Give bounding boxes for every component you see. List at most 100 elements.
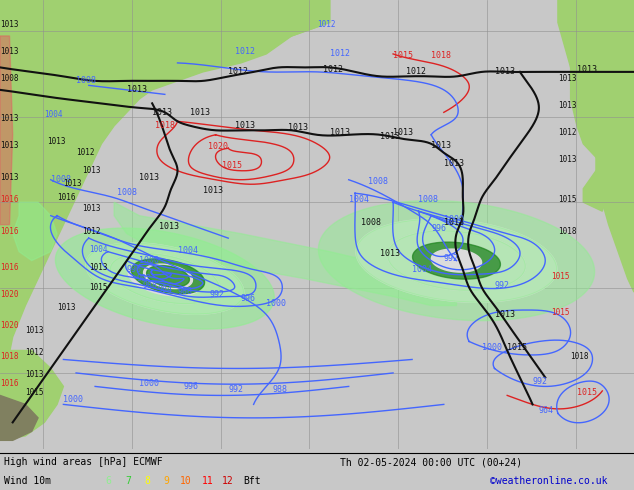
Text: 1015: 1015 — [222, 162, 242, 171]
Text: 1013: 1013 — [152, 108, 172, 117]
Text: 1013: 1013 — [0, 114, 18, 123]
Polygon shape — [387, 231, 526, 291]
Text: 1013: 1013 — [190, 108, 210, 117]
Polygon shape — [596, 0, 634, 292]
Text: 6: 6 — [105, 476, 111, 486]
Text: 1000: 1000 — [139, 379, 160, 389]
Polygon shape — [413, 242, 500, 279]
Text: 964: 964 — [539, 406, 554, 416]
Text: 1012: 1012 — [317, 20, 335, 29]
Text: 1013: 1013 — [0, 20, 18, 29]
Text: 1000: 1000 — [266, 298, 287, 308]
Polygon shape — [318, 200, 595, 320]
Polygon shape — [110, 253, 219, 304]
Text: 10: 10 — [180, 476, 191, 486]
Text: 1013: 1013 — [203, 186, 223, 195]
Text: 1018: 1018 — [431, 51, 451, 60]
Text: 1015: 1015 — [552, 271, 570, 281]
Text: 1013: 1013 — [431, 141, 451, 150]
Text: 996: 996 — [241, 294, 256, 303]
Text: 1015: 1015 — [577, 389, 597, 397]
Text: 1016: 1016 — [0, 195, 18, 204]
Text: 1013: 1013 — [495, 67, 515, 76]
Text: 1008: 1008 — [368, 177, 388, 186]
Text: 992: 992 — [444, 254, 459, 263]
Text: 1013: 1013 — [0, 47, 18, 56]
Text: 1013: 1013 — [393, 128, 413, 137]
Polygon shape — [131, 259, 205, 294]
Text: 1013: 1013 — [0, 141, 18, 150]
Text: 1013: 1013 — [558, 155, 576, 164]
Polygon shape — [143, 264, 193, 289]
Text: 1013: 1013 — [57, 303, 75, 312]
Text: 1012: 1012 — [235, 47, 255, 56]
Text: Bft: Bft — [243, 476, 261, 486]
Text: 1000: 1000 — [444, 216, 464, 224]
Text: 1016: 1016 — [0, 227, 18, 236]
Text: 996: 996 — [431, 224, 446, 233]
Text: 992: 992 — [228, 385, 243, 394]
Text: 1013: 1013 — [139, 173, 160, 182]
Text: 1012: 1012 — [76, 148, 94, 157]
Text: 1020: 1020 — [0, 321, 18, 330]
Text: 1013: 1013 — [558, 74, 576, 83]
Text: 1020: 1020 — [0, 290, 18, 298]
Text: 1000: 1000 — [139, 256, 160, 265]
Text: 1018: 1018 — [0, 352, 18, 362]
Text: 1016: 1016 — [0, 263, 18, 271]
Polygon shape — [583, 171, 609, 211]
Text: 1013: 1013 — [63, 179, 82, 189]
Polygon shape — [110, 253, 219, 304]
Text: 1004: 1004 — [412, 265, 432, 274]
Text: 1013: 1013 — [495, 310, 515, 319]
Text: 1015: 1015 — [393, 51, 413, 60]
Text: 988: 988 — [143, 281, 158, 290]
Text: 12: 12 — [222, 476, 234, 486]
Text: 1004: 1004 — [178, 245, 198, 254]
Text: 1012: 1012 — [82, 227, 101, 236]
Text: 1013: 1013 — [380, 132, 401, 141]
Text: Th 02-05-2024 00:00 UTC (00+24): Th 02-05-2024 00:00 UTC (00+24) — [340, 457, 522, 467]
Text: 9: 9 — [163, 476, 169, 486]
Text: 1012: 1012 — [330, 49, 350, 58]
Text: 1018: 1018 — [558, 227, 576, 236]
Polygon shape — [86, 243, 243, 314]
Text: High wind areas [hPa] ECMWF: High wind areas [hPa] ECMWF — [4, 457, 163, 467]
Polygon shape — [0, 395, 38, 441]
Text: 7: 7 — [125, 476, 131, 486]
Text: 984: 984 — [157, 285, 172, 294]
Polygon shape — [356, 219, 557, 302]
Text: 996: 996 — [184, 382, 199, 391]
Polygon shape — [13, 202, 57, 261]
Text: 1000: 1000 — [482, 343, 502, 352]
Polygon shape — [571, 0, 634, 202]
Text: 1004: 1004 — [349, 195, 369, 204]
Text: 1015: 1015 — [507, 343, 527, 352]
Polygon shape — [86, 243, 243, 314]
Text: 988: 988 — [178, 287, 193, 296]
Polygon shape — [146, 266, 190, 287]
Text: 1008: 1008 — [361, 218, 382, 227]
Text: 992: 992 — [533, 377, 548, 386]
Text: 1018: 1018 — [571, 352, 589, 362]
Text: 1012: 1012 — [406, 67, 426, 76]
Polygon shape — [431, 249, 482, 272]
Text: 11: 11 — [202, 476, 214, 486]
Text: 1013: 1013 — [444, 159, 464, 168]
Text: ©weatheronline.co.uk: ©weatheronline.co.uk — [490, 476, 607, 486]
Text: 1012: 1012 — [323, 65, 344, 74]
Text: 1013: 1013 — [82, 204, 101, 213]
Polygon shape — [0, 36, 13, 224]
Text: 1013: 1013 — [158, 222, 179, 231]
Text: 8: 8 — [144, 476, 150, 486]
Text: 1008: 1008 — [117, 189, 138, 197]
Text: 992: 992 — [209, 290, 224, 298]
Text: 992: 992 — [495, 281, 510, 290]
Polygon shape — [197, 0, 330, 58]
Text: 1013: 1013 — [444, 218, 464, 227]
Text: 1013: 1013 — [330, 128, 350, 137]
Text: Wind 10m: Wind 10m — [4, 476, 51, 486]
Text: 1015: 1015 — [25, 389, 44, 397]
Polygon shape — [0, 0, 330, 395]
Text: 1013: 1013 — [82, 166, 101, 175]
